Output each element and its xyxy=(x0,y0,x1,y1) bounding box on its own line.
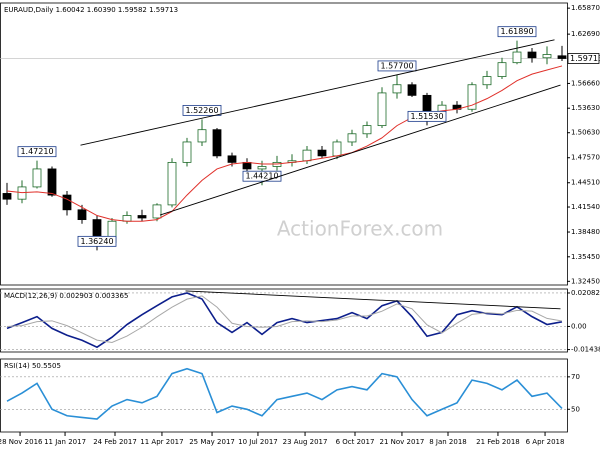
x-tick-label: 8 Jan 2018 xyxy=(429,438,467,446)
indicator-line xyxy=(6,295,563,344)
candle-body xyxy=(137,215,147,219)
candle-body xyxy=(467,84,477,110)
panel-title: MACD(12,26,9) 0.002903 0.003365 xyxy=(4,292,128,300)
price-label: 1.47210 xyxy=(20,147,53,156)
y-tick-label: 1.65870 xyxy=(571,4,600,12)
candle-body xyxy=(122,215,132,222)
y-tick-label: 70 xyxy=(571,373,580,381)
candle-body xyxy=(32,168,42,188)
y-tick-label: 1.53630 xyxy=(571,104,600,112)
price-label-box xyxy=(377,60,417,72)
x-tick-label: 6 Apr 2018 xyxy=(526,438,565,446)
candle-body xyxy=(317,149,327,157)
price-label: 1.51530 xyxy=(410,112,443,121)
y-tick-label: 1.44510 xyxy=(571,179,600,187)
candle-body xyxy=(197,129,207,143)
y-tick-label: 0.020827 xyxy=(571,289,600,297)
price-label: 1.61890 xyxy=(500,27,533,36)
candle-body xyxy=(302,149,312,162)
indicator-line xyxy=(6,367,563,420)
candle-body xyxy=(332,141,342,157)
y-tick-label: 1.62690 xyxy=(571,30,600,38)
x-tick-label: 6 Oct 2017 xyxy=(336,438,375,446)
x-tick-label: 24 Feb 2017 xyxy=(93,438,137,446)
x-tick-label: 21 Nov 2017 xyxy=(380,438,425,446)
x-tick-label: 21 Feb 2018 xyxy=(476,438,520,446)
y-tick-label: 50 xyxy=(571,405,580,413)
x-tick-label: 25 May 2017 xyxy=(189,438,235,446)
candle-body xyxy=(257,166,267,170)
x-tick-label: 11 Apr 2017 xyxy=(140,438,183,446)
y-tick-label: 1.50630 xyxy=(571,129,600,137)
price-label-box xyxy=(17,146,57,158)
x-tick-label: 10 Jul 2017 xyxy=(238,438,278,446)
watermark: ActionForex.com xyxy=(277,217,443,241)
last-price-label: 1.59713 xyxy=(570,54,600,63)
panel-frame xyxy=(0,2,568,286)
moving-average xyxy=(6,65,563,222)
candle-body xyxy=(182,141,192,163)
price-label: 1.52260 xyxy=(185,106,218,115)
price-label: 1.36240 xyxy=(80,237,113,246)
x-tick-label: 28 Nov 2016 xyxy=(0,438,43,446)
x-tick-label: 11 Jan 2017 xyxy=(44,438,86,446)
price-label-box xyxy=(497,26,537,38)
price-label: 1.44210 xyxy=(245,172,278,181)
indicator-line xyxy=(6,292,563,349)
candle-body xyxy=(2,193,12,200)
candle-body xyxy=(227,155,237,163)
candle-body xyxy=(152,204,162,219)
candle-body xyxy=(62,194,72,211)
candle-body xyxy=(407,84,417,96)
trend-line xyxy=(185,290,561,310)
y-tick-label: -0.014386 xyxy=(571,346,600,354)
y-tick-label: 1.32450 xyxy=(571,277,600,285)
candle-body xyxy=(392,84,402,94)
candle-body xyxy=(557,55,567,59)
price-label: 1.57700 xyxy=(380,61,413,70)
price-label-box xyxy=(182,104,222,116)
y-tick-label: 1.41540 xyxy=(571,203,600,211)
candle-body xyxy=(512,51,522,64)
candle-body xyxy=(47,168,57,196)
trend-line xyxy=(80,39,555,146)
candle-body xyxy=(362,125,372,135)
x-tick-label: 23 Aug 2017 xyxy=(283,438,328,446)
price-label-box xyxy=(407,110,447,122)
candle-body xyxy=(482,76,492,86)
panel-frame xyxy=(0,288,568,353)
y-tick-label: 0.00 xyxy=(571,322,587,330)
candle-body xyxy=(77,209,87,221)
candle-body xyxy=(542,54,552,59)
candle-body xyxy=(377,92,387,127)
trend-line xyxy=(159,84,561,216)
candle-body xyxy=(212,129,222,157)
y-tick-label: 1.38480 xyxy=(571,228,600,236)
candle-body xyxy=(242,161,252,170)
panel-frame xyxy=(0,358,568,433)
y-tick-label: 1.56660 xyxy=(571,79,600,87)
panel-title: RSI(14) 50.5505 xyxy=(4,362,61,370)
panel-title: EURAUD,Daily 1.60042 1.60390 1.59582 1.5… xyxy=(4,6,178,14)
price-label-box xyxy=(77,235,117,247)
candle-body xyxy=(497,62,507,77)
candle-body xyxy=(167,161,177,206)
y-tick-label: 1.47570 xyxy=(571,154,600,162)
last-price-box xyxy=(567,53,600,64)
candle-body xyxy=(527,51,537,59)
y-tick-label: 1.35450 xyxy=(571,253,600,261)
candle-body xyxy=(347,133,357,143)
candle-body xyxy=(422,94,432,113)
